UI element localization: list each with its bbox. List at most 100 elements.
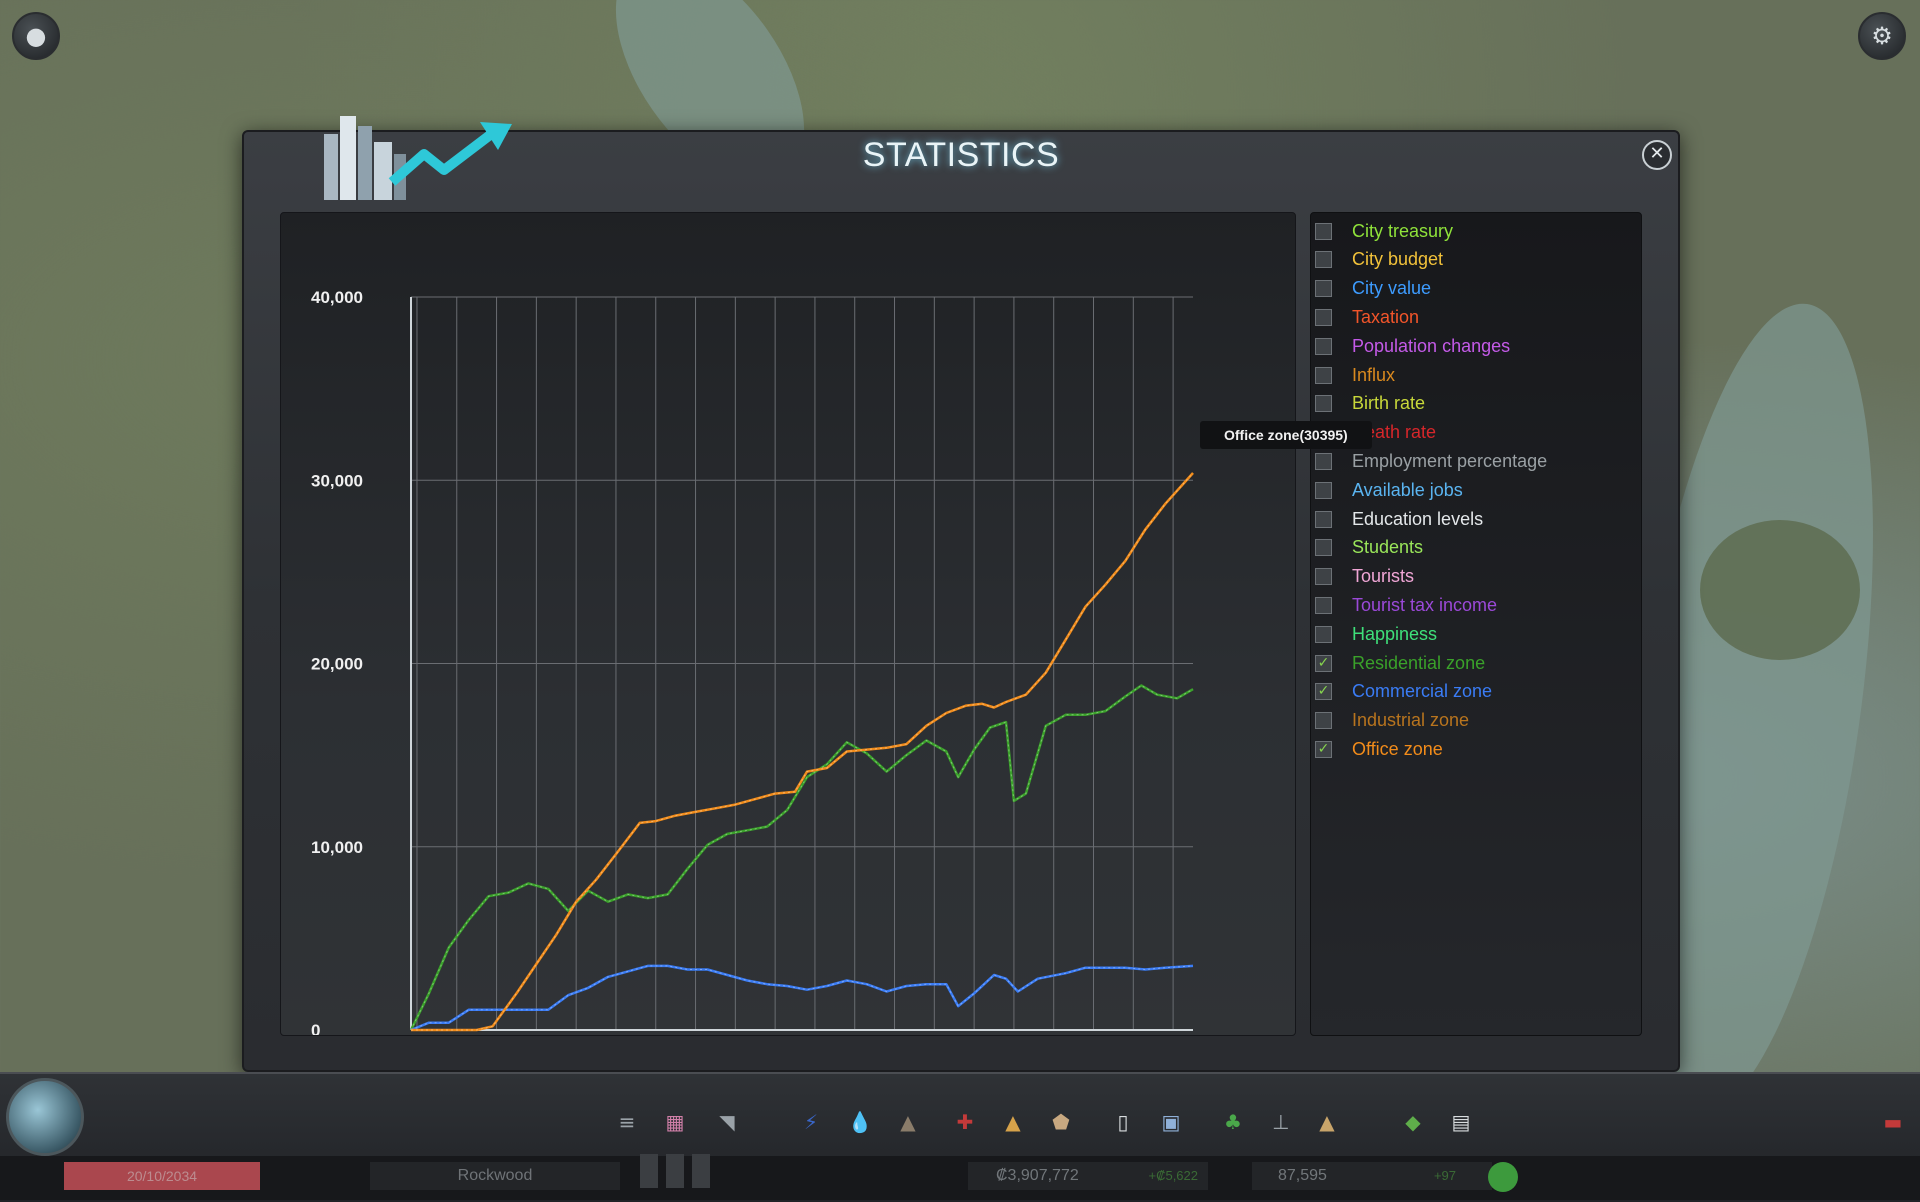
bulldozer-icon[interactable]: ▬: [1883, 1110, 1903, 1134]
legend-item[interactable]: Taxation: [1315, 304, 1419, 330]
close-icon: ✕: [1649, 143, 1665, 164]
chart-area: 010,00020,00030,00040,000201620182020202…: [280, 212, 1296, 1089]
education-icon[interactable]: ▯: [1117, 1110, 1129, 1134]
legend-checkbox[interactable]: [1315, 481, 1332, 499]
legend-checkbox[interactable]: [1315, 625, 1332, 643]
legend-item[interactable]: Education levels: [1315, 506, 1483, 532]
series-line-commercial-zone: [410, 964, 1194, 1032]
skyline-trend-icon: [324, 116, 512, 200]
legend-checkbox[interactable]: ✓: [1315, 740, 1332, 758]
legend-label: Students: [1352, 537, 1424, 558]
statistics-line-chart: 010,00020,00030,00040,000201620182020202…: [311, 288, 1194, 1089]
drop-icon: ●: [25, 22, 47, 50]
legend-checkbox[interactable]: [1315, 366, 1332, 384]
parks-icon[interactable]: ♣: [1224, 1110, 1242, 1134]
monuments-icon[interactable]: ▲: [1319, 1110, 1335, 1134]
globe-button[interactable]: [6, 1078, 84, 1156]
legend-checkbox[interactable]: [1315, 337, 1332, 355]
legend-item[interactable]: Students: [1315, 535, 1423, 561]
legend-checkbox[interactable]: [1315, 395, 1332, 413]
legend-label: Influx: [1352, 364, 1396, 385]
panel-title: STATISTICS: [862, 136, 1060, 174]
legend-item[interactable]: City treasury: [1315, 218, 1453, 244]
legend-item[interactable]: Influx: [1315, 362, 1395, 388]
population-value: 87,595: [1278, 1167, 1327, 1184]
legend-label: City treasury: [1352, 220, 1454, 241]
legend-checkbox[interactable]: [1315, 712, 1332, 730]
legend-item[interactable]: Tourist tax income: [1315, 592, 1497, 618]
speed-2-button[interactable]: [666, 1154, 684, 1188]
legend-item[interactable]: ✓ Office zone: [1315, 736, 1443, 762]
legend-checkbox[interactable]: [1315, 280, 1332, 298]
police-icon[interactable]: ⬟: [1052, 1110, 1070, 1134]
legend-item[interactable]: Birth rate: [1315, 391, 1425, 417]
electricity-icon[interactable]: ⚡: [803, 1110, 819, 1134]
economy-icon[interactable]: ◆: [1405, 1110, 1421, 1134]
legend-label: City value: [1352, 278, 1432, 299]
speed-3-button[interactable]: [692, 1154, 710, 1188]
legend-item[interactable]: Population changes: [1315, 333, 1510, 359]
statistics-panel: STATISTICS ✕ 010,00020,00030,00040,00020…: [242, 116, 1680, 1089]
legend-checkbox[interactable]: [1315, 308, 1332, 326]
legend-checkbox[interactable]: [1315, 452, 1332, 470]
population-delta: +97: [1433, 1168, 1456, 1183]
roads-icon[interactable]: ≡: [618, 1110, 636, 1134]
legend-label: Birth rate: [1352, 393, 1426, 414]
legend-checkbox[interactable]: [1315, 510, 1332, 528]
legend-item[interactable]: Employment percentage: [1315, 448, 1547, 474]
gear-icon: ⚙: [1871, 22, 1893, 50]
legend-item[interactable]: ✓ Residential zone: [1315, 650, 1485, 676]
legend-item[interactable]: City value: [1315, 276, 1431, 302]
money-display: ₡3,907,772 +₡5,622: [968, 1162, 1208, 1190]
population-display: 87,595 +97: [1252, 1162, 1492, 1190]
legend-label: Employment percentage: [1352, 450, 1548, 471]
water-icon[interactable]: 💧: [847, 1110, 873, 1134]
legend-label: Death rate: [1352, 422, 1437, 443]
settings-button[interactable]: ⚙: [1858, 12, 1906, 60]
legend-label: Population changes: [1352, 335, 1511, 356]
legend-item[interactable]: Happiness: [1315, 621, 1437, 647]
y-tick-label: 0: [311, 1021, 320, 1035]
legend-label: Residential zone: [1352, 652, 1486, 673]
healthcare-icon[interactable]: ✚: [956, 1110, 974, 1134]
unique-buildings-icon[interactable]: ⊥: [1272, 1110, 1290, 1134]
legend-item[interactable]: Available jobs: [1315, 477, 1463, 503]
status-strip: [0, 1156, 1920, 1200]
legend-checkbox[interactable]: ✓: [1315, 654, 1332, 672]
y-tick-label: 30,000: [311, 471, 363, 490]
legend-checkbox[interactable]: [1315, 222, 1332, 240]
legend-checkbox[interactable]: [1315, 539, 1332, 557]
legend-label: Happiness: [1352, 623, 1438, 644]
garbage-icon[interactable]: ▲: [900, 1110, 916, 1134]
legend-label: Taxation: [1352, 306, 1420, 327]
info-view-button[interactable]: ●: [12, 12, 60, 60]
y-tick-label: 20,000: [311, 655, 363, 674]
legend-item[interactable]: ✓ Commercial zone: [1315, 679, 1492, 705]
series-line-residential-zone: [409, 684, 1194, 1031]
money-delta: +₡5,622: [1148, 1168, 1198, 1183]
close-button[interactable]: ✕: [1642, 140, 1672, 170]
speed-1-button[interactable]: [640, 1154, 658, 1188]
legend-checkbox[interactable]: [1315, 251, 1332, 269]
legend-item[interactable]: City budget: [1315, 247, 1443, 273]
series-dots-commercial-zone: [410, 965, 1194, 1031]
date-display: 20/10/2034: [64, 1162, 260, 1190]
districts-icon[interactable]: ◥: [719, 1110, 735, 1134]
zoning-icon[interactable]: ▦: [665, 1110, 685, 1134]
transport-icon[interactable]: ▣: [1161, 1110, 1181, 1134]
legend-item[interactable]: Industrial zone: [1315, 708, 1469, 734]
policies-icon[interactable]: ▤: [1451, 1110, 1471, 1134]
money-value: ₡3,907,772: [996, 1167, 1079, 1184]
legend-label: City budget: [1352, 249, 1444, 270]
legend-checkbox[interactable]: ✓: [1315, 683, 1332, 701]
y-tick-label: 10,000: [311, 838, 363, 857]
legend-label: Tourist tax income: [1352, 594, 1498, 615]
legend-checkbox[interactable]: [1315, 596, 1332, 614]
legend-label: Tourists: [1352, 566, 1415, 587]
legend-checkbox[interactable]: [1315, 568, 1332, 586]
y-tick-label: 40,000: [311, 288, 363, 307]
series-dots-residential-zone: [410, 684, 1194, 1031]
legend-item[interactable]: Tourists: [1315, 564, 1414, 590]
fire-icon[interactable]: ▲: [1005, 1110, 1021, 1134]
city-name[interactable]: Rockwood: [370, 1162, 620, 1190]
